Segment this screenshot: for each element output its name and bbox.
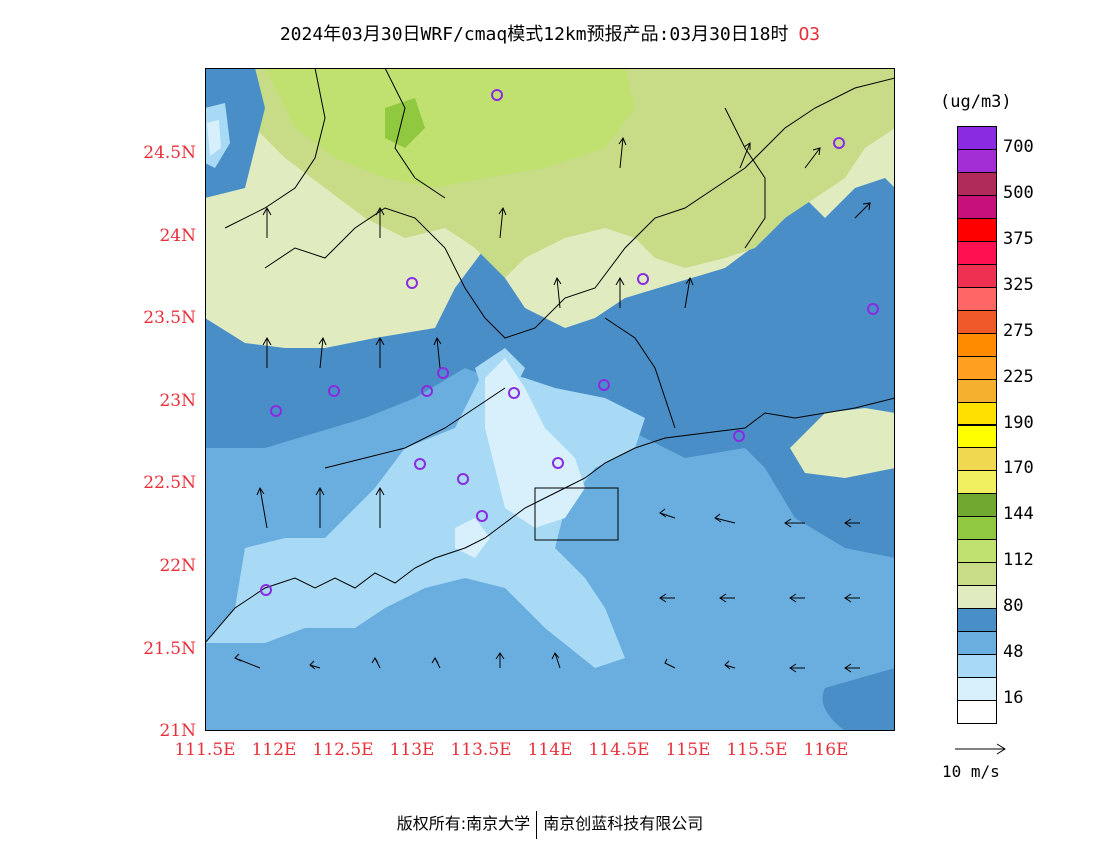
station-marker xyxy=(270,405,282,417)
legend-color-swatch xyxy=(957,539,997,564)
station-markers xyxy=(260,89,879,596)
station-marker xyxy=(457,473,469,485)
legend-label: 275 xyxy=(1003,320,1034,341)
legend-color-swatch xyxy=(957,424,997,449)
contour-east-pale xyxy=(790,408,895,478)
station-marker xyxy=(598,379,610,391)
legend-label: 112 xyxy=(1003,550,1034,571)
wind-vectors xyxy=(234,136,871,673)
legend-color-swatch xyxy=(957,493,997,518)
legend-label: 144 xyxy=(1003,504,1034,525)
y-tick-label: 23N xyxy=(159,391,196,411)
map-frame xyxy=(205,68,895,731)
copyright-footer: 版权所有:南京大学 南京创蓝科技有限公司 xyxy=(0,810,1100,839)
legend-color-swatch xyxy=(957,700,997,724)
legend-color-swatch xyxy=(957,240,997,265)
legend-color-swatch xyxy=(957,126,997,150)
legend-color-swatch xyxy=(957,401,997,426)
wind-reference-arrow xyxy=(955,743,1006,755)
legend-color-swatch xyxy=(957,608,997,633)
x-tick-label: 111.5E xyxy=(174,740,236,760)
footer-right: 南京创蓝科技有限公司 xyxy=(543,814,704,833)
contour-dark-blue-se xyxy=(822,668,895,731)
y-tick-label: 22N xyxy=(159,556,196,576)
forecast-map xyxy=(204,67,896,731)
legend-label: 225 xyxy=(1003,366,1034,387)
legend-color-swatch xyxy=(957,286,997,311)
legend-label: 170 xyxy=(1003,458,1034,479)
x-tick-label: 113.5E xyxy=(450,740,512,760)
x-tick-label: 112E xyxy=(251,740,297,760)
legend-label: 48 xyxy=(1003,642,1024,663)
legend-color-swatch xyxy=(957,355,997,380)
station-marker xyxy=(406,277,418,289)
x-tick-label: 115E xyxy=(665,740,711,760)
contour-mid-green xyxy=(385,98,425,148)
contour-ne-blue xyxy=(765,178,895,298)
station-marker xyxy=(637,273,649,285)
legend-color-swatch xyxy=(957,562,997,587)
title-main: 2024年03月30日WRF/cmaq模式12km预报产品:03月30日18时 xyxy=(279,24,789,45)
boundaries xyxy=(204,67,896,644)
y-tick-label: 23.5N xyxy=(143,308,196,328)
y-tick-label: 24N xyxy=(159,226,196,246)
legend-label: 500 xyxy=(1003,182,1034,203)
chart-title: 2024年03月30日WRF/cmaq模式12km预报产品:03月30日18时 O… xyxy=(0,20,1100,46)
footer-separator xyxy=(536,810,538,839)
station-marker xyxy=(552,457,564,469)
legend-color-swatch xyxy=(957,585,997,610)
legend-color-swatch xyxy=(957,470,997,495)
legend-unit: (ug/m3) xyxy=(940,92,1012,112)
contour-nw-white xyxy=(207,120,221,156)
footer-left: 版权所有:南京大学 xyxy=(396,814,531,833)
x-tick-label: 112.5E xyxy=(312,740,374,760)
legend-label: 375 xyxy=(1003,228,1034,249)
legend-color-swatch xyxy=(957,332,997,357)
y-tick-label: 21N xyxy=(159,721,196,741)
y-tick-label: 24.5N xyxy=(143,143,196,163)
legend-color-swatch xyxy=(957,631,997,656)
wind-reference-label: 10 m/s xyxy=(942,762,1000,781)
x-tick-label: 114E xyxy=(527,740,573,760)
station-marker xyxy=(328,385,340,397)
legend-label: 190 xyxy=(1003,412,1034,433)
y-tick-label: 21.5N xyxy=(143,639,196,659)
legend-color-swatch xyxy=(957,194,997,219)
station-marker xyxy=(508,387,520,399)
station-marker xyxy=(733,430,745,442)
contour-bright-green xyxy=(265,68,635,188)
legend-label: 16 xyxy=(1003,688,1024,709)
legend-color-swatch xyxy=(957,677,997,702)
contour-nw-blue xyxy=(205,68,265,198)
legend-color-swatch xyxy=(957,171,997,196)
station-marker xyxy=(260,584,272,596)
x-tick-label: 116E xyxy=(803,740,849,760)
station-marker xyxy=(414,458,426,470)
station-marker xyxy=(437,367,449,379)
x-tick-label: 113E xyxy=(389,740,435,760)
legend-label: 700 xyxy=(1003,136,1034,157)
legend-label: 325 xyxy=(1003,274,1034,295)
legend-color-swatch xyxy=(957,309,997,334)
legend-color-swatch xyxy=(957,263,997,288)
station-marker xyxy=(476,510,488,522)
title-pollutant: O3 xyxy=(798,24,821,45)
legend-color-swatch xyxy=(957,654,997,679)
x-tick-label: 114.5E xyxy=(588,740,650,760)
y-tick-label: 22.5N xyxy=(143,473,196,493)
legend-color-swatch xyxy=(957,217,997,242)
station-marker xyxy=(867,303,879,315)
legend-color-swatch xyxy=(957,148,997,173)
x-tick-label: 115.5E xyxy=(726,740,788,760)
legend-color-swatch xyxy=(957,516,997,541)
contour-very-light xyxy=(485,358,585,528)
station-marker xyxy=(421,385,433,397)
legend-label: 80 xyxy=(1003,596,1024,617)
map-canvas xyxy=(204,67,896,731)
legend-color-swatch xyxy=(957,378,997,403)
station-marker xyxy=(833,137,845,149)
legend-color-swatch xyxy=(957,447,997,472)
station-marker xyxy=(491,89,503,101)
